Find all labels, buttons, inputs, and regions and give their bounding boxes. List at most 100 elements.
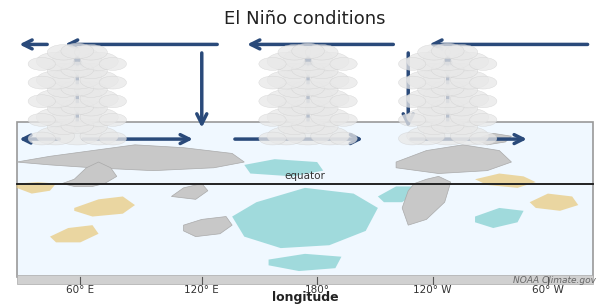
- Polygon shape: [74, 196, 135, 217]
- Circle shape: [74, 101, 107, 116]
- Circle shape: [292, 43, 325, 59]
- Circle shape: [330, 113, 357, 126]
- Circle shape: [305, 119, 338, 135]
- Polygon shape: [16, 182, 56, 194]
- Circle shape: [47, 63, 80, 79]
- Circle shape: [407, 108, 445, 126]
- Circle shape: [267, 71, 305, 89]
- Circle shape: [278, 63, 310, 79]
- Circle shape: [418, 101, 450, 116]
- Circle shape: [278, 82, 310, 97]
- Circle shape: [445, 63, 478, 79]
- FancyBboxPatch shape: [16, 275, 594, 284]
- Polygon shape: [475, 174, 536, 188]
- Circle shape: [431, 43, 464, 59]
- Circle shape: [407, 127, 445, 145]
- Circle shape: [61, 81, 94, 96]
- Circle shape: [47, 101, 80, 116]
- Circle shape: [423, 84, 472, 108]
- Circle shape: [292, 99, 325, 115]
- Circle shape: [310, 71, 349, 89]
- Circle shape: [418, 82, 450, 97]
- Circle shape: [310, 108, 349, 126]
- Circle shape: [431, 62, 464, 77]
- Circle shape: [470, 132, 497, 145]
- Circle shape: [37, 127, 74, 145]
- Circle shape: [450, 71, 489, 89]
- Circle shape: [278, 101, 310, 116]
- Circle shape: [267, 90, 305, 108]
- Polygon shape: [50, 225, 99, 242]
- Circle shape: [330, 76, 357, 89]
- Polygon shape: [171, 184, 208, 199]
- Polygon shape: [396, 145, 511, 174]
- Text: 120° W: 120° W: [413, 285, 452, 296]
- Circle shape: [80, 52, 118, 70]
- Circle shape: [407, 52, 445, 70]
- Text: 60° E: 60° E: [66, 285, 95, 296]
- Circle shape: [310, 127, 349, 145]
- Circle shape: [99, 95, 126, 108]
- Circle shape: [37, 90, 74, 108]
- Circle shape: [470, 57, 497, 70]
- Polygon shape: [244, 159, 323, 176]
- Circle shape: [28, 95, 56, 108]
- Circle shape: [80, 90, 118, 108]
- Circle shape: [99, 76, 126, 89]
- Circle shape: [61, 118, 94, 133]
- Circle shape: [418, 45, 450, 60]
- Circle shape: [450, 90, 489, 108]
- Circle shape: [259, 132, 286, 145]
- Circle shape: [284, 47, 332, 70]
- Circle shape: [259, 95, 286, 108]
- Circle shape: [292, 81, 325, 96]
- Circle shape: [278, 119, 310, 135]
- Text: equator: equator: [284, 171, 326, 181]
- Circle shape: [80, 108, 118, 126]
- Circle shape: [418, 63, 450, 79]
- Circle shape: [445, 82, 478, 97]
- Circle shape: [330, 132, 357, 145]
- Circle shape: [80, 71, 118, 89]
- Circle shape: [445, 101, 478, 116]
- Circle shape: [398, 76, 426, 89]
- Polygon shape: [268, 254, 342, 271]
- Circle shape: [28, 76, 56, 89]
- Circle shape: [61, 99, 94, 115]
- Circle shape: [259, 113, 286, 126]
- Circle shape: [99, 57, 126, 70]
- Circle shape: [305, 45, 338, 60]
- Circle shape: [418, 119, 450, 135]
- Circle shape: [423, 122, 472, 145]
- Circle shape: [305, 82, 338, 97]
- Circle shape: [99, 113, 126, 126]
- Text: 180°: 180°: [304, 285, 329, 296]
- Text: 120° E: 120° E: [184, 285, 219, 296]
- Polygon shape: [529, 194, 578, 211]
- Circle shape: [37, 52, 74, 70]
- Polygon shape: [16, 145, 244, 170]
- Polygon shape: [402, 176, 451, 225]
- Circle shape: [445, 119, 478, 135]
- Polygon shape: [475, 133, 511, 145]
- Circle shape: [431, 118, 464, 133]
- Circle shape: [305, 101, 338, 116]
- Circle shape: [52, 66, 102, 89]
- Circle shape: [423, 103, 472, 126]
- Circle shape: [431, 81, 464, 96]
- Circle shape: [52, 47, 102, 70]
- Circle shape: [284, 84, 332, 108]
- Circle shape: [470, 95, 497, 108]
- Polygon shape: [475, 208, 523, 228]
- Circle shape: [423, 47, 472, 70]
- Circle shape: [284, 66, 332, 89]
- Circle shape: [80, 127, 118, 145]
- Circle shape: [450, 108, 489, 126]
- Circle shape: [61, 43, 94, 59]
- Circle shape: [305, 63, 338, 79]
- Circle shape: [292, 118, 325, 133]
- Circle shape: [398, 132, 426, 145]
- Circle shape: [47, 82, 80, 97]
- Circle shape: [330, 95, 357, 108]
- Polygon shape: [184, 217, 232, 237]
